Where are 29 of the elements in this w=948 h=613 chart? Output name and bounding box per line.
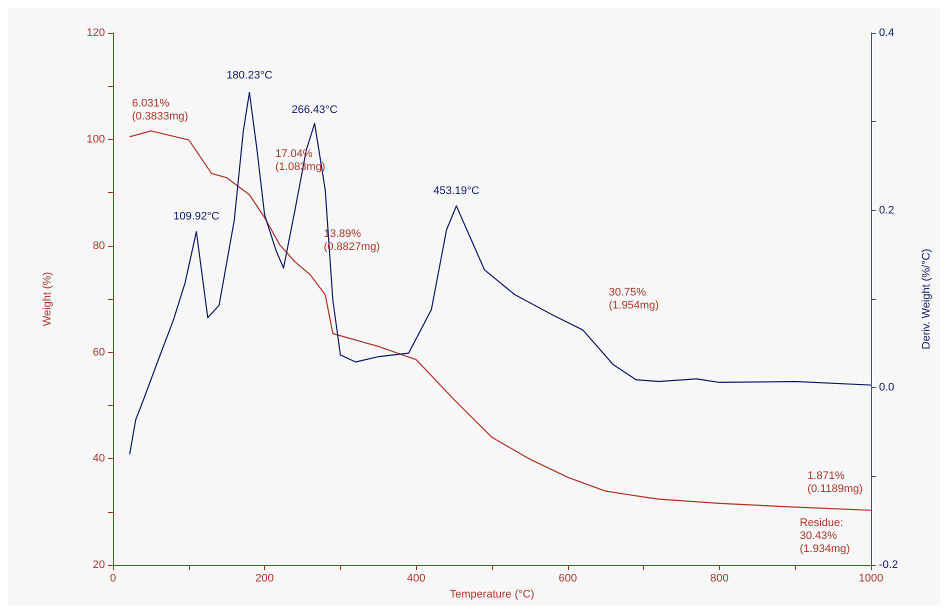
y-axis-title: Weight (%) <box>42 272 54 326</box>
y2-tick-label: 0.4 <box>879 27 894 39</box>
x-axis-title: Temperature (°C) <box>450 588 534 600</box>
annotation: 266.43°C <box>292 104 338 116</box>
annotation: Residue: 30.43% (1.934mg) <box>800 516 850 555</box>
x-tick-label: 0 <box>110 572 116 585</box>
annotation: 180.23°C <box>226 70 272 82</box>
x-tick-label: 800 <box>710 572 729 585</box>
x-tick-label: 600 <box>558 572 577 585</box>
annotation: 109.92°C <box>173 210 220 223</box>
line-series <box>129 130 872 511</box>
y-tick-label: 100 <box>86 133 105 146</box>
line-series <box>129 92 872 455</box>
x-tick-label: 400 <box>407 572 426 585</box>
y-tick-label: 40 <box>92 452 105 465</box>
y2-axis-title: Deriv. Weight (%/°C) <box>920 248 932 350</box>
annotation: 1.871% (0.1189mg) <box>807 470 863 496</box>
annotation: 6.031% (0.3833mg) <box>132 98 188 123</box>
y-tick-label: 60 <box>92 346 105 358</box>
y2-tick-label: 0.2 <box>879 204 894 216</box>
y-tick-label: 120 <box>86 27 105 39</box>
x-tick-label: 1000 <box>858 572 884 585</box>
y-tick-label: 80 <box>92 240 105 252</box>
y2-tick-label: 0.0 <box>879 382 894 394</box>
y2-tick-label: -0.2 <box>879 559 898 572</box>
y-tick-label: 20 <box>92 559 105 572</box>
annotation: 30.75% (1.954mg) <box>608 286 659 312</box>
annotation: 453.19°C <box>433 185 480 198</box>
x-tick-label: 200 <box>255 572 274 585</box>
